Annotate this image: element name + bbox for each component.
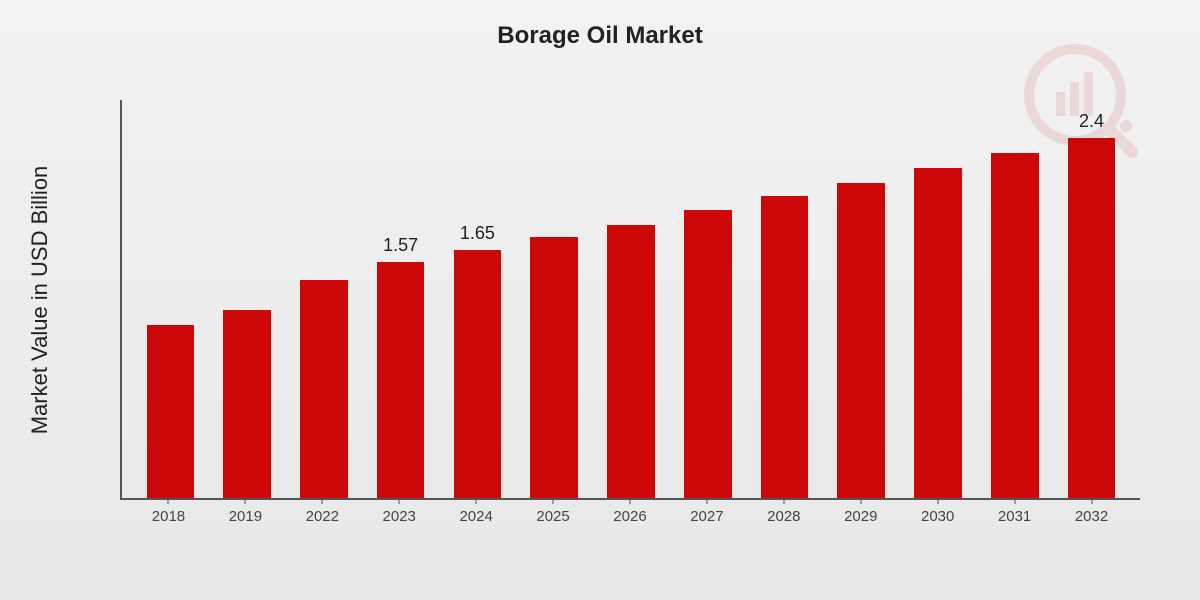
- bar-value-label: 1.57: [383, 235, 418, 256]
- bar-slot: [900, 100, 977, 498]
- bar: 2.4: [1068, 138, 1116, 498]
- bars-container: 1.57 1.65 2.4: [122, 100, 1140, 498]
- bar-slot: [516, 100, 593, 498]
- bar: [684, 210, 732, 498]
- chart-title: Borage Oil Market: [0, 0, 1200, 50]
- x-axis-label: 2027: [668, 500, 745, 540]
- x-axis-label: 2022: [284, 500, 361, 540]
- bar: [914, 168, 962, 498]
- bar-slot: [823, 100, 900, 498]
- x-axis-label: 2028: [745, 500, 822, 540]
- x-axis-label: 2026: [592, 500, 669, 540]
- y-axis-label: Market Value in USD Billion: [27, 166, 53, 435]
- bar: [607, 225, 655, 498]
- bar-slot: 2.4: [1053, 100, 1130, 498]
- bar-slot: [286, 100, 363, 498]
- bar-slot: [209, 100, 286, 498]
- x-axis-label: 2032: [1053, 500, 1130, 540]
- x-axis-label: 2031: [976, 500, 1053, 540]
- bar-slot: 1.57: [362, 100, 439, 498]
- x-axis-label: 2030: [899, 500, 976, 540]
- bar-slot: [669, 100, 746, 498]
- bar-value-label: 2.4: [1079, 111, 1104, 132]
- bar-slot: [976, 100, 1053, 498]
- bar-slot: [132, 100, 209, 498]
- plot-area: 1.57 1.65 2.4: [120, 100, 1140, 500]
- x-axis-label: 2018: [130, 500, 207, 540]
- bar: 1.57: [377, 262, 425, 498]
- x-axis: 2018201920222023202420252026202720282029…: [120, 500, 1140, 540]
- chart-area: 1.57 1.65 2.4 2018201920222023202420252026…: [120, 100, 1140, 540]
- bar: [223, 310, 271, 498]
- bar-slot: 1.65: [439, 100, 516, 498]
- x-axis-label: 2025: [515, 500, 592, 540]
- bar: 1.65: [454, 250, 502, 498]
- x-axis-label: 2029: [822, 500, 899, 540]
- bar: [147, 325, 195, 498]
- bar-slot: [746, 100, 823, 498]
- bar: [837, 183, 885, 498]
- bar: [300, 280, 348, 498]
- bar-slot: [593, 100, 670, 498]
- bar: [991, 153, 1039, 498]
- bar: [761, 196, 809, 498]
- x-axis-label: 2023: [361, 500, 438, 540]
- x-axis-label: 2024: [438, 500, 515, 540]
- x-axis-label: 2019: [207, 500, 284, 540]
- bar: [530, 237, 578, 498]
- bar-value-label: 1.65: [460, 223, 495, 244]
